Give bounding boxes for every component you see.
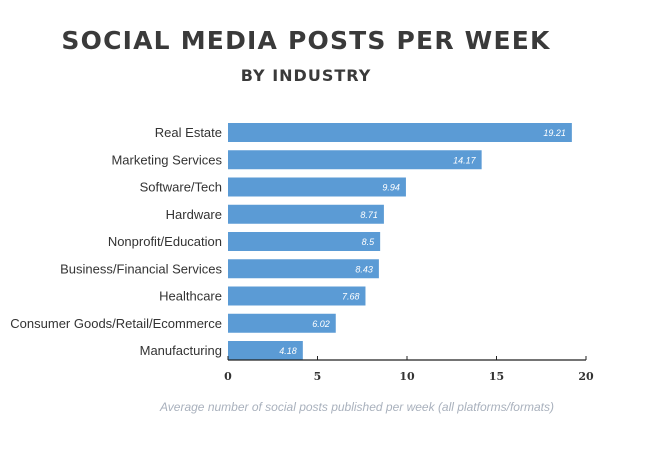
x-axis-caption: Average number of social posts published…: [160, 400, 554, 414]
x-tick-label: 10: [399, 370, 415, 383]
bar: [228, 259, 379, 279]
value-label: 8.43: [355, 264, 373, 274]
value-label: 19.21: [543, 128, 566, 138]
category-label: Marketing Services: [111, 152, 222, 167]
bar: [228, 177, 406, 197]
value-label: 4.18: [279, 346, 297, 356]
bar: [228, 204, 384, 224]
x-tick-label: 0: [224, 370, 232, 383]
value-label: 7.68: [342, 292, 360, 302]
chart-title: SOCIAL MEDIA POSTS PER WEEK: [61, 26, 551, 55]
chart-subtitle: BY INDUSTRY: [240, 66, 372, 85]
category-label: Nonprofit/Education: [108, 234, 222, 249]
value-label: 8.5: [362, 237, 376, 247]
bar: [228, 341, 303, 360]
value-label: 9.94: [382, 183, 400, 193]
category-label: Consumer Goods/Retail/Ecommerce: [10, 316, 222, 331]
bar: [228, 232, 381, 251]
bar: [228, 150, 482, 170]
category-label: Business/Financial Services: [60, 261, 222, 276]
category-label: Healthcare: [159, 289, 222, 304]
value-label: 8.71: [360, 210, 378, 220]
x-tick-label: 20: [578, 370, 594, 383]
category-label: Real Estate: [155, 125, 222, 140]
category-label: Manufacturing: [140, 343, 222, 358]
bars-group: [228, 123, 572, 360]
bar: [228, 123, 572, 142]
x-tick-label: 15: [489, 370, 504, 383]
value-labels: 19.21 14.17 9.94 8.71 8.5 8.43 7.68 6.02 4.18: [279, 128, 566, 356]
x-tick-label: 5: [314, 370, 322, 383]
category-labels: Real Estate Marketing Services Software/Te…: [10, 125, 222, 358]
x-axis: 0 5 10 15 20: [224, 356, 594, 383]
bar: [228, 286, 366, 306]
category-label: Software/Tech: [140, 180, 222, 195]
category-label: Hardware: [166, 207, 222, 222]
value-label: 6.02: [312, 319, 330, 329]
value-label: 14.17: [453, 155, 477, 165]
bar: [228, 313, 336, 333]
